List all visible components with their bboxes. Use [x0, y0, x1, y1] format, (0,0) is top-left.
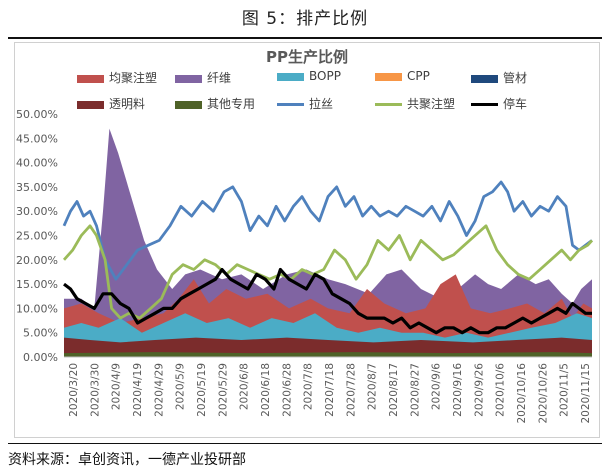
- x-tick-label: 2020/11/15: [580, 363, 592, 424]
- legend-item: 管材: [471, 69, 527, 86]
- x-tick-label: 2020/3/30: [89, 363, 101, 417]
- legend-swatch: [375, 72, 402, 81]
- y-tick-label: 15.00%: [16, 278, 58, 291]
- y-tick-label: 45.00%: [16, 132, 58, 145]
- legend-item: 停车: [471, 95, 527, 112]
- legend-swatch: [277, 103, 304, 106]
- area-series-其他专用: [64, 352, 592, 357]
- legend-swatch: [175, 100, 202, 109]
- x-tick-label: 2020/7/8: [303, 363, 315, 410]
- legend-label: BOPP: [309, 69, 341, 83]
- y-tick-label: 5.00%: [23, 327, 58, 340]
- line-series-拉丝: [62, 180, 593, 281]
- legend-swatch: [77, 74, 104, 83]
- legend-item: CPP: [375, 69, 430, 83]
- x-tick-label: 2020/9/16: [452, 363, 464, 417]
- x-tick-label: 2020/8/17: [388, 363, 400, 417]
- legend-swatch: [277, 72, 304, 81]
- y-tick-label: 40.00%: [16, 157, 58, 170]
- legend-item: 拉丝: [277, 95, 333, 112]
- legend-label: CPP: [407, 69, 430, 83]
- x-tick-label: 2020/6/8: [239, 363, 251, 410]
- y-tick-label: 30.00%: [16, 205, 58, 218]
- x-tick-label: 2020/4/9: [111, 363, 123, 410]
- legend-item: BOPP: [277, 69, 341, 83]
- x-tick-label: 2020/9/26: [473, 363, 485, 417]
- chart-title: PP生产比例: [266, 48, 348, 66]
- x-tick-label: 2020/6/18: [260, 363, 272, 417]
- legend-label: 透明料: [109, 97, 146, 111]
- bottom-rule: [8, 443, 602, 444]
- y-tick-label: 20.00%: [16, 254, 58, 267]
- top-rule: [8, 37, 602, 39]
- legend-item: 共聚注塑: [375, 95, 455, 112]
- legend-label: 停车: [503, 97, 528, 111]
- x-tick-label: 2020/8/7: [367, 363, 379, 410]
- figure-title: 图 5：排产比例: [241, 9, 369, 29]
- legend-label: 拉丝: [309, 97, 334, 111]
- x-tick-label: 2020/4/29: [153, 363, 165, 417]
- x-tick-label: 2020/6/28: [281, 363, 293, 417]
- x-tick-label: 2020/3/20: [68, 363, 80, 417]
- y-tick-label: 50.00%: [16, 108, 58, 121]
- x-tick-label: 2020/8/27: [409, 363, 421, 417]
- x-tick-label: 2020/7/18: [324, 363, 336, 417]
- legend-label: 其他专用: [207, 97, 256, 111]
- legend-item: 透明料: [77, 95, 145, 112]
- legend-label: 均聚注塑: [109, 71, 158, 85]
- x-tick-label: 2020/5/9: [175, 363, 187, 410]
- x-tick-label: 2020/10/6: [495, 363, 507, 417]
- legend-label: 共聚注塑: [407, 97, 456, 111]
- area-series-透明料: [64, 337, 592, 357]
- y-tick-label: 0.00%: [23, 351, 58, 364]
- legend-swatch: [175, 74, 202, 83]
- legend-label: 纤维: [207, 71, 232, 85]
- legend-item: 均聚注塑: [77, 69, 157, 86]
- y-tick-label: 25.00%: [16, 230, 58, 243]
- x-tick-label: 2020/10/16: [516, 363, 528, 424]
- legend-swatch: [375, 103, 402, 106]
- x-tick-label: 2020/7/28: [345, 363, 357, 417]
- y-tick-label: 35.00%: [16, 181, 58, 194]
- line-series-共聚注塑: [62, 224, 594, 320]
- y-tick-label: 10.00%: [16, 302, 58, 315]
- legend-label: 管材: [503, 71, 528, 85]
- source-note: 资料来源：卓创资讯，一德产业投研部: [8, 452, 246, 468]
- legend-swatch: [77, 100, 104, 109]
- x-tick-label: 2020/9/6: [431, 363, 443, 410]
- legend-swatch: [471, 103, 498, 106]
- legend-item: 其他专用: [175, 95, 255, 112]
- legend-swatch: [471, 74, 498, 83]
- x-tick-label: 2020/5/29: [217, 363, 229, 417]
- x-tick-label: 2020/4/19: [132, 363, 144, 417]
- legend-item: 纤维: [175, 69, 231, 86]
- x-tick-label: 2020/5/19: [196, 363, 208, 417]
- x-tick-label: 2020/10/26: [537, 363, 549, 424]
- x-tick-label: 2020/11/5: [559, 363, 571, 417]
- line-series-停车: [63, 267, 592, 335]
